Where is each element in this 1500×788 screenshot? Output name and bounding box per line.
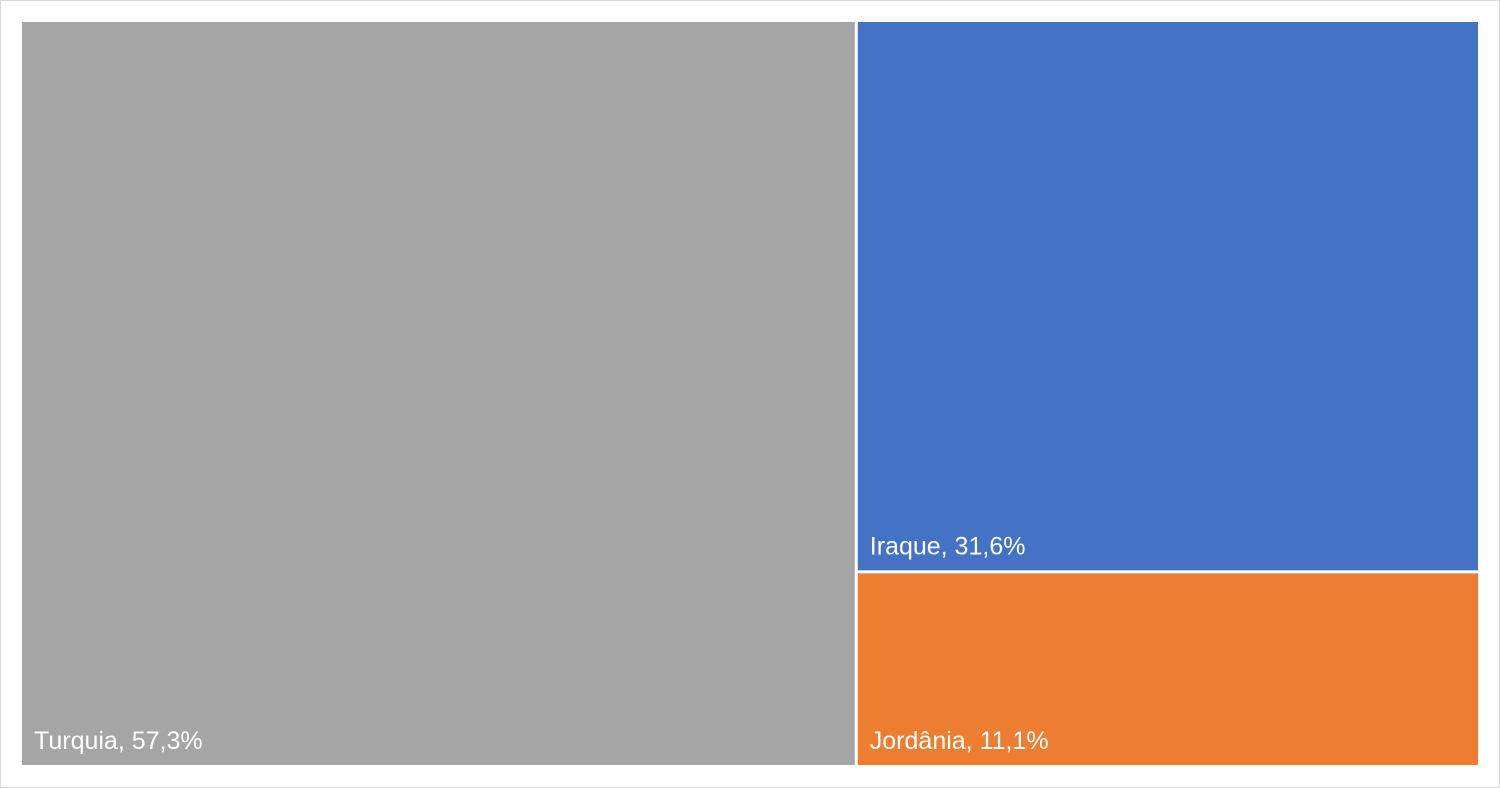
tile-label: Iraque, 31,6% [870,532,1026,560]
treemap-tile [857,573,1478,765]
tile-label: Turquia, 57,3% [34,727,203,755]
tile-label: Jordânia, 11,1% [870,727,1049,755]
treemap-tile [22,22,855,765]
treemap-tile [857,22,1478,571]
